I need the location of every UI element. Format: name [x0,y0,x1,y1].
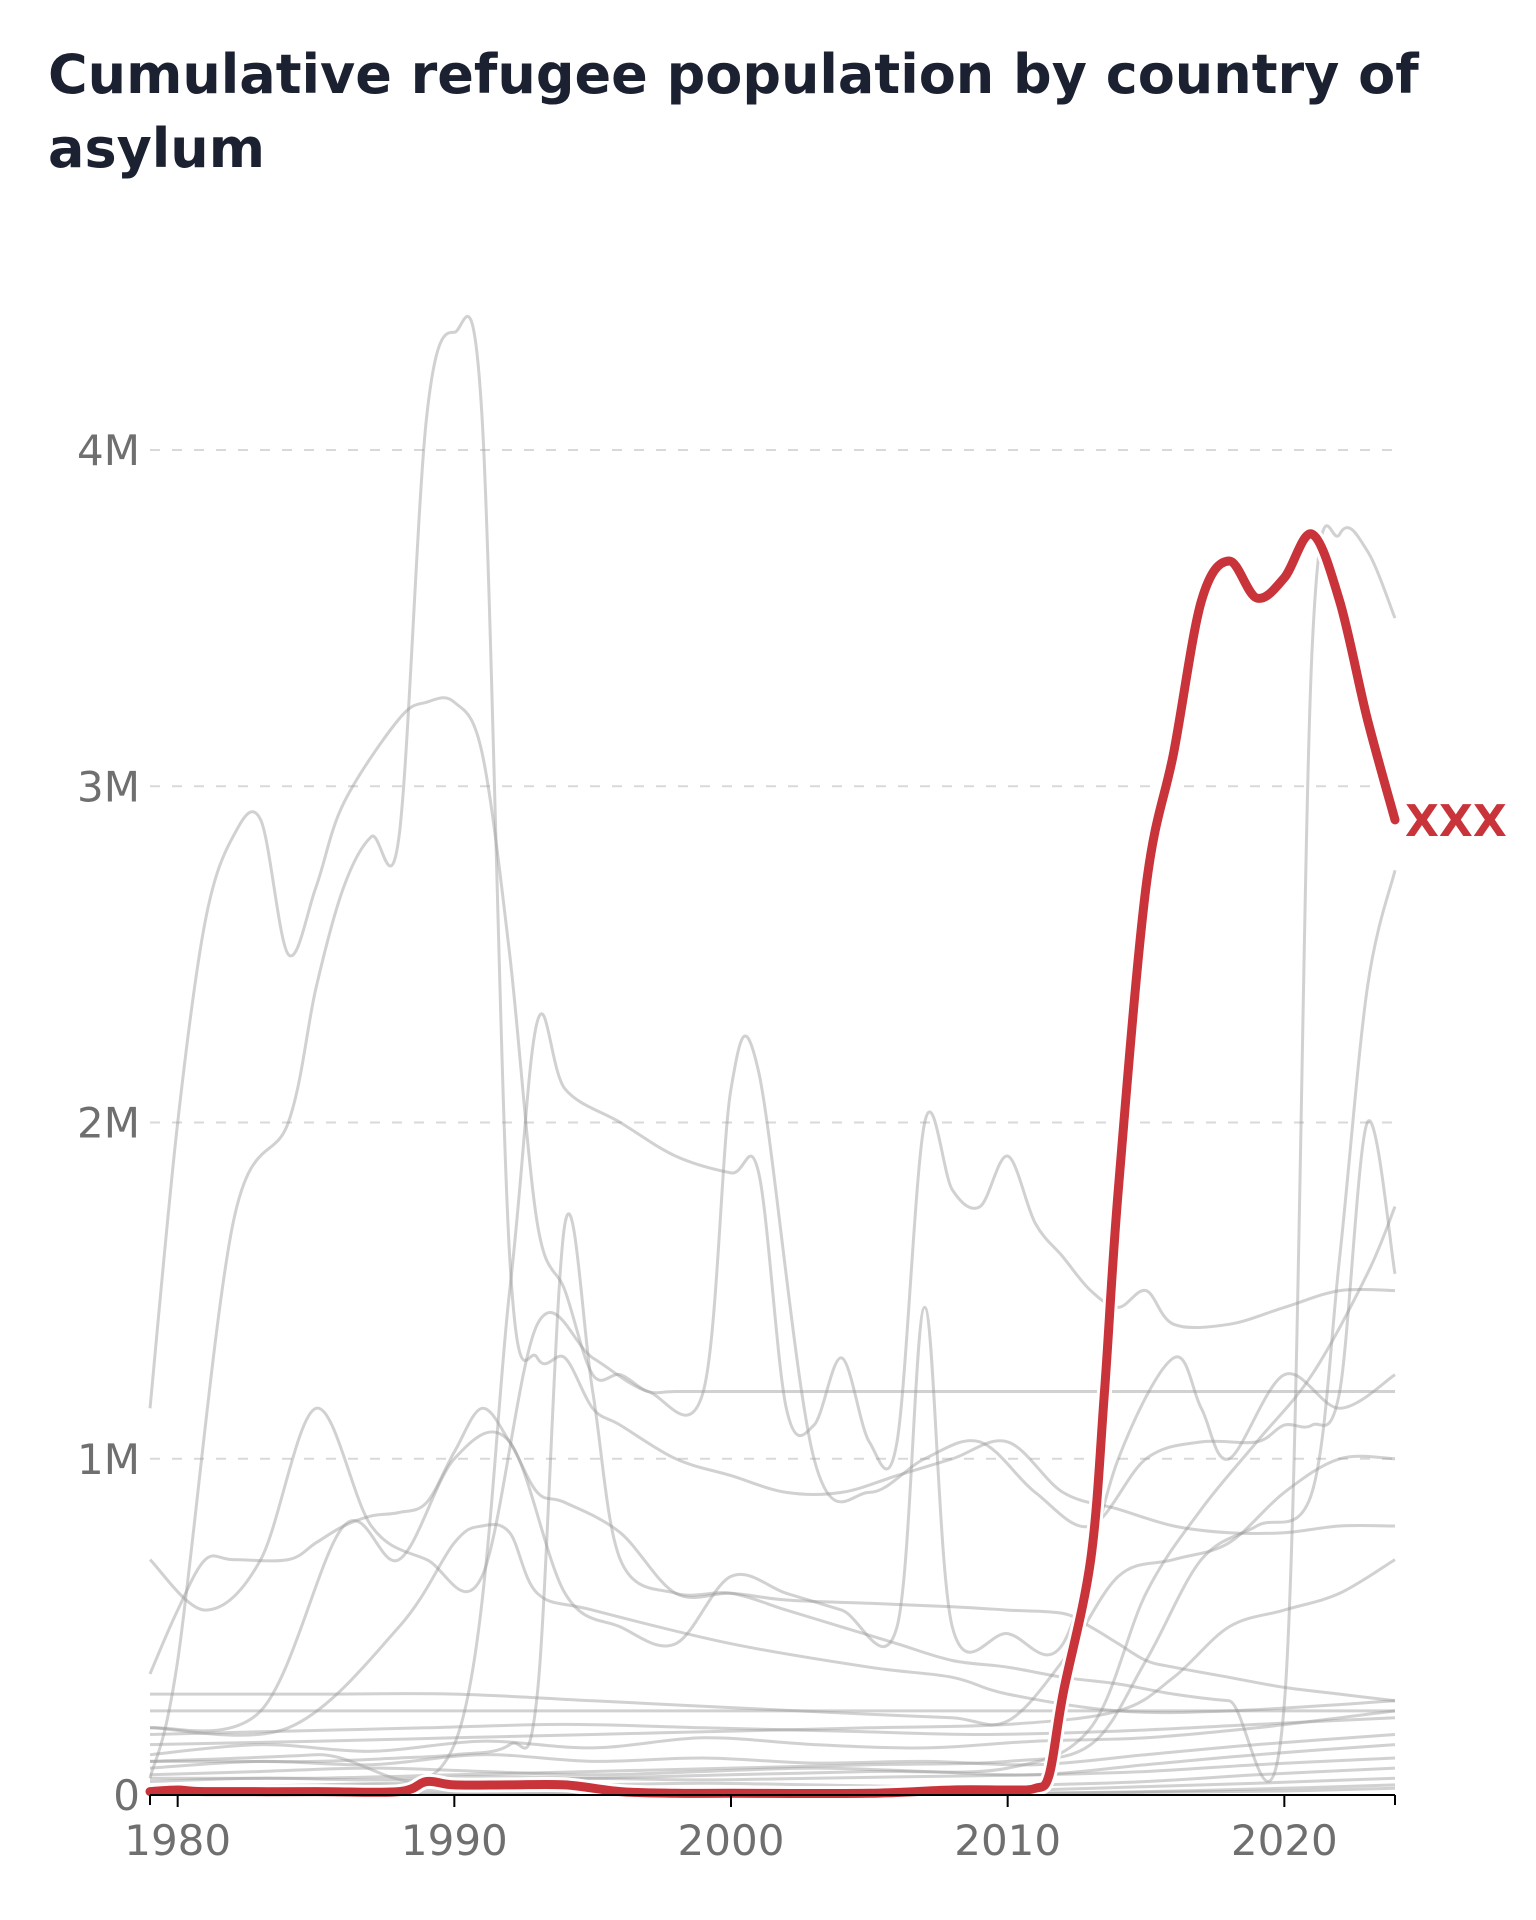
x-axis [149,1794,1396,1807]
x-tick-label-4: 2020 [1231,1816,1338,1865]
y-tick-label-0: 0 [113,1771,140,1820]
series-line-5 [150,524,1397,1783]
series-line-2 [148,315,1396,1779]
series-line-16 [149,1743,1396,1777]
chart-title: Cumulative refugee population by country… [48,43,1419,180]
background-series-lines [148,315,1397,1796]
x-tick-label-3: 2010 [954,1816,1061,1865]
series-line-6 [149,1305,1396,1733]
series-line-17 [149,1756,1396,1783]
y-axis-tick-labels: 0 1M 2M 3M 4M [77,426,140,1820]
y-tick-label-3: 3M [77,762,140,811]
highlight-line [145,529,1400,1799]
series-line-9 [149,1522,1396,1737]
series-line-3 [149,1012,1396,1783]
y-tick-label-4: 4M [77,426,140,475]
highlight-label: XXX [1405,796,1507,847]
highlight-series: XXX [145,526,1507,1802]
series-line-15 [149,1733,1396,1770]
y-tick-label-1: 1M [77,1435,140,1484]
series-line-14 [149,1709,1396,1757]
gridlines [150,449,1395,1460]
series-line-4 [148,1034,1397,1612]
series-line-1 [148,696,1395,1409]
series-line-0 [148,1406,1396,1703]
series-line-11 [149,1558,1396,1747]
series-line-7 [149,869,1397,1780]
x-axis-tick-labels: 1980 1990 2000 2010 2020 [124,1816,1338,1865]
series-line-10 [149,1454,1396,1727]
y-tick-label-2: 2M [77,1099,140,1148]
series-line-13 [149,1716,1396,1737]
x-tick-label-0: 1980 [124,1816,231,1865]
x-tick-label-1: 1990 [401,1816,508,1865]
x-tick-label-2: 2000 [678,1816,785,1865]
